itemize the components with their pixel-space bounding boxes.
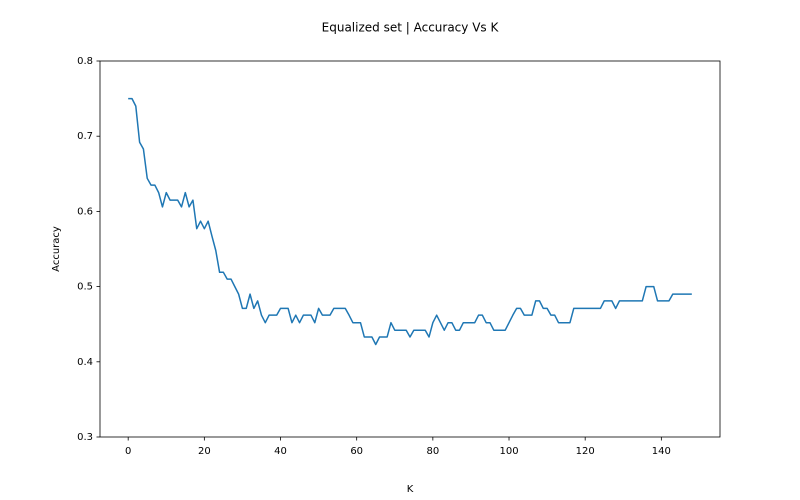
y-tick-label: 0.8 — [77, 56, 93, 67]
x-tick-label: 140 — [652, 446, 671, 457]
x-tick-label: 80 — [426, 446, 439, 457]
x-tick-label: 60 — [350, 446, 363, 457]
x-tick-label: 20 — [198, 446, 211, 457]
x-tick-label: 100 — [499, 446, 518, 457]
y-tick-label: 0.6 — [77, 206, 93, 217]
y-tick-label: 0.4 — [77, 357, 93, 368]
y-axis-label: Accuracy — [51, 226, 62, 272]
x-tick-label: 120 — [576, 446, 595, 457]
y-tick-label: 0.5 — [77, 282, 93, 293]
line — [128, 97, 692, 346]
y-tick-label: 0.3 — [77, 432, 93, 443]
chart-title: Equalized set | Accuracy Vs K — [322, 21, 500, 35]
x-tick-label: 0 — [125, 446, 131, 457]
y-tick-label: 0.7 — [77, 131, 93, 142]
x-axis-label: K — [407, 484, 414, 495]
x-tick-label: 40 — [274, 446, 287, 457]
plot-frame — [99, 60, 721, 438]
